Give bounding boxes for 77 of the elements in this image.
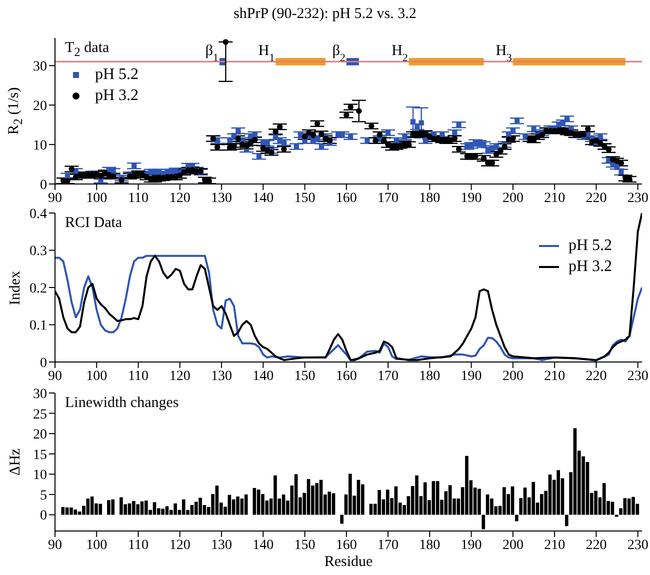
x-tick-label: 190 bbox=[460, 538, 482, 553]
x-tick-label: 100 bbox=[86, 190, 108, 206]
x-tick-label: 210 bbox=[544, 190, 566, 206]
x-tick-label: 120 bbox=[169, 368, 190, 384]
x-tick-label: 110 bbox=[128, 538, 149, 553]
y-tick-label: 20 bbox=[33, 99, 47, 114]
x-tick-label: 140 bbox=[252, 538, 274, 553]
x-tick-label: 150 bbox=[294, 190, 316, 206]
annotation: RCI Data bbox=[65, 215, 122, 232]
x-tick-label: 90 bbox=[48, 538, 62, 553]
y-tick-label: 30 bbox=[33, 386, 47, 402]
y-tick-label: 30 bbox=[33, 60, 47, 75]
x-tick-label: 150 bbox=[294, 368, 316, 384]
x-tick-label: 130 bbox=[211, 190, 232, 206]
x-tick-label: 130 bbox=[211, 368, 232, 384]
band-label: β$_{1}$ bbox=[205, 43, 218, 64]
chart-title: shPrP (90-232): pH 5.2 vs. 3.2 bbox=[232, 6, 418, 23]
x-tick-label: 140 bbox=[252, 368, 274, 384]
x-tick-label: 120 bbox=[169, 538, 190, 553]
x-tick-label: 190 bbox=[460, 368, 482, 384]
y-tick-label: 0 bbox=[40, 356, 47, 371]
y-tick-label: 25 bbox=[33, 407, 47, 422]
x-tick-label: 170 bbox=[378, 538, 399, 553]
y-tick-label: 0 bbox=[40, 508, 47, 524]
y-tick-label: 0 bbox=[40, 178, 47, 193]
x-tick-label: 100 bbox=[86, 368, 108, 384]
x-tick-label: 170 bbox=[378, 368, 399, 384]
x-tick-label: 200 bbox=[502, 190, 524, 206]
x-tick-label: 160 bbox=[336, 368, 357, 384]
y-tick-label: 0.3 bbox=[30, 244, 47, 260]
legend-label: pH 3.2 bbox=[568, 258, 612, 276]
y-tick-label: 10 bbox=[33, 138, 47, 154]
x-tick-label: 180 bbox=[419, 190, 440, 206]
x-tick-label: 170 bbox=[378, 190, 399, 206]
x-tick-label: 230 bbox=[627, 538, 648, 553]
x-tick-label: 100 bbox=[86, 538, 108, 553]
x-tick-label: 200 bbox=[502, 538, 524, 553]
y-tick-label: 10 bbox=[33, 468, 47, 484]
x-tick-label: 130 bbox=[211, 538, 232, 553]
band-label: H$_{2}$ bbox=[392, 43, 408, 64]
x-axis-title: Residue bbox=[324, 554, 373, 571]
annotation: Linewidth changes bbox=[65, 395, 179, 412]
legend-label: pH 5.2 bbox=[95, 66, 139, 84]
band-label: H$_{3}$ bbox=[496, 43, 512, 64]
y-tick-label: 0.1 bbox=[30, 318, 47, 334]
x-tick-label: 210 bbox=[544, 538, 566, 553]
x-tick-label: 150 bbox=[294, 538, 316, 553]
x-tick-label: 160 bbox=[336, 190, 357, 206]
x-tick-label: 90 bbox=[48, 368, 62, 384]
x-tick-label: 220 bbox=[586, 538, 607, 553]
x-tick-label: 210 bbox=[544, 368, 566, 384]
x-tick-label: 140 bbox=[252, 190, 274, 206]
x-tick-label: 220 bbox=[586, 190, 607, 206]
x-tick-label: 160 bbox=[336, 538, 357, 553]
x-tick-label: 110 bbox=[128, 368, 149, 384]
legend-label: pH 3.2 bbox=[95, 86, 139, 104]
y-tick-label: 15 bbox=[33, 448, 47, 463]
y-tick-label: 0.4 bbox=[30, 206, 47, 222]
x-tick-label: 110 bbox=[128, 190, 149, 206]
x-tick-label: 230 bbox=[627, 368, 648, 384]
x-tick-label: 180 bbox=[419, 538, 440, 553]
band-label: H$_{1}$ bbox=[258, 43, 275, 64]
x-tick-label: 180 bbox=[419, 368, 440, 384]
x-tick-label: 220 bbox=[586, 368, 607, 384]
x-tick-label: 230 bbox=[627, 190, 648, 206]
x-tick-label: 190 bbox=[460, 190, 482, 206]
band-label: β$_{2}$ bbox=[332, 43, 346, 64]
x-tick-label: 120 bbox=[169, 190, 190, 206]
y-axis-title: ΔHz bbox=[8, 448, 24, 476]
y-tick-label: 20 bbox=[33, 428, 47, 443]
y-axis-title: Index bbox=[8, 270, 24, 305]
legend-label: pH 5.2 bbox=[568, 236, 612, 254]
y-tick-label: 5 bbox=[40, 488, 47, 504]
x-tick-label: 200 bbox=[502, 368, 524, 384]
annotation: T$_{2}$ data bbox=[65, 40, 110, 60]
x-tick-label: 90 bbox=[48, 190, 62, 206]
y-tick-label: 0.2 bbox=[30, 281, 47, 296]
